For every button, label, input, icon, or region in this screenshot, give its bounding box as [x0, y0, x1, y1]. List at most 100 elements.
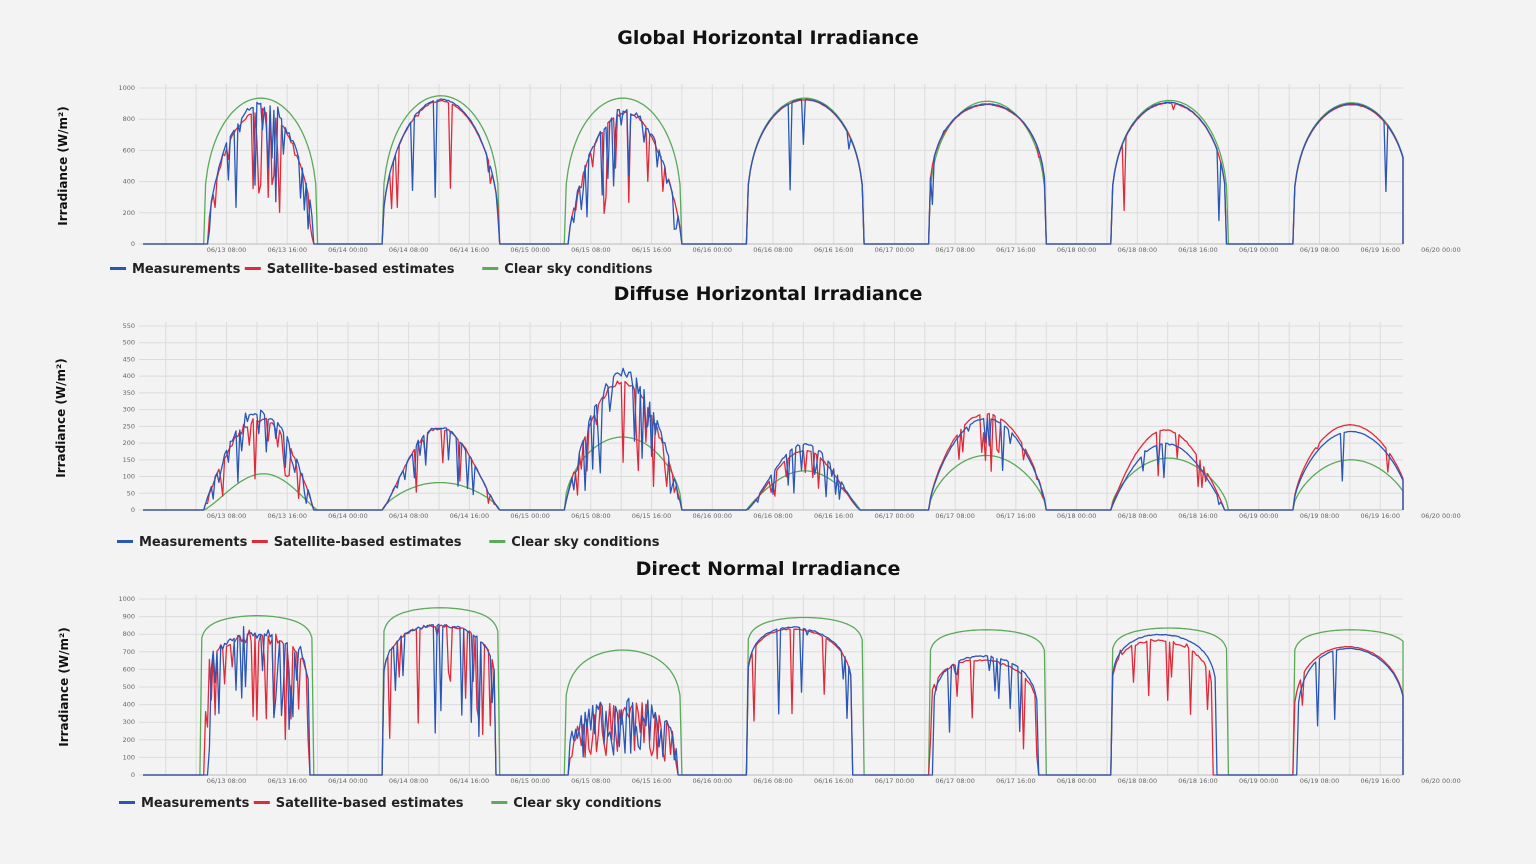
x-tick-label: 06/15 00:00 [510, 246, 550, 254]
y-tick-label: 0 [131, 771, 135, 779]
x-tick-label: 06/15 16:00 [632, 246, 672, 254]
x-tick-label: 06/15 00:00 [510, 777, 550, 785]
y-tick-label: 150 [123, 456, 135, 464]
y-tick-label: 450 [123, 355, 135, 363]
x-tick-label: 06/16 16:00 [814, 246, 854, 254]
chart-3: Direct Normal Irradiance Irradiance (W/m²… [57, 558, 1461, 811]
x-tick-label: 06/18 16:00 [1178, 246, 1218, 254]
x-tick-label: 06/14 08:00 [389, 246, 429, 254]
x-tick-label: 06/20 00:00 [1421, 777, 1461, 785]
x-tick-label: 06/17 00:00 [875, 512, 915, 520]
x-tick-label: 06/19 08:00 [1300, 777, 1340, 785]
x-tick-label: 06/16 16:00 [814, 512, 854, 520]
y-tick-label: 800 [123, 115, 135, 123]
series-line-satellite-based-estimates [143, 380, 1404, 511]
x-tick-label: 06/18 08:00 [1118, 246, 1158, 254]
y-tick-label: 400 [123, 178, 135, 186]
x-tick-label: 06/13 16:00 [267, 777, 307, 785]
x-tick-label: 06/17 08:00 [935, 246, 975, 254]
legend-swatch-measurements [110, 267, 126, 270]
y-tick-label: 600 [123, 146, 135, 154]
x-tick-label: 06/15 16:00 [632, 777, 672, 785]
y-tick-label: 0 [131, 506, 135, 514]
y-tick-label: 100 [123, 753, 135, 761]
y-axis-label: Irradiance (W/m²) [57, 627, 71, 747]
y-tick-label: 1000 [118, 84, 135, 92]
y-tick-label: 800 [123, 630, 135, 638]
x-tick-label: 06/18 08:00 [1118, 512, 1158, 520]
legend-swatch-measurements [117, 540, 133, 543]
legend-swatch-clear-sky-conditions [489, 540, 506, 543]
x-tick-label: 06/14 00:00 [328, 777, 368, 785]
chart-title: Direct Normal Irradiance [636, 558, 901, 580]
y-tick-label: 100 [123, 473, 135, 481]
y-tick-label: 700 [123, 648, 135, 656]
chart-title: Diffuse Horizontal Irradiance [614, 283, 923, 305]
y-tick-label: 300 [123, 406, 135, 414]
x-tick-label: 06/18 08:00 [1118, 777, 1158, 785]
legend-swatch-satellite-based-estimates [253, 801, 270, 804]
legend: Measurements Satellite-based estimates Cle… [110, 262, 653, 277]
x-tick-label: 06/18 00:00 [1057, 512, 1097, 520]
chart-1: Global Horizontal Irradiance Irradiance (… [56, 27, 1461, 277]
x-tick-label: 06/16 00:00 [693, 777, 733, 785]
x-tick-label: 06/16 16:00 [814, 777, 854, 785]
y-tick-label: 200 [123, 439, 135, 447]
legend-label-clear-sky-conditions: Clear sky conditions [504, 262, 652, 277]
x-tick-label: 06/16 08:00 [753, 512, 793, 520]
x-tick-label: 06/13 08:00 [207, 512, 247, 520]
x-tick-label: 06/16 00:00 [693, 512, 733, 520]
x-tick-label: 06/19 16:00 [1360, 246, 1400, 254]
series-line-measurements [143, 98, 1404, 245]
y-tick-label: 300 [123, 718, 135, 726]
x-tick-label: 06/14 00:00 [328, 512, 368, 520]
x-tick-label: 06/19 00:00 [1239, 246, 1279, 254]
y-tick-label: 200 [123, 736, 135, 744]
y-tick-label: 0 [131, 240, 135, 248]
legend-label-satellite-based-estimates: Satellite-based estimates [274, 535, 462, 550]
x-tick-label: 06/18 16:00 [1178, 777, 1218, 785]
x-tick-label: 06/15 16:00 [632, 512, 672, 520]
y-tick-label: 400 [123, 701, 135, 709]
legend: Measurements Satellite-based estimates Cle… [117, 535, 660, 550]
chart-title: Global Horizontal Irradiance [617, 27, 918, 49]
x-tick-label: 06/14 16:00 [450, 512, 490, 520]
x-tick-label: 06/17 00:00 [875, 777, 915, 785]
legend-label-measurements: Measurements [132, 262, 241, 277]
x-tick-label: 06/17 08:00 [935, 512, 975, 520]
y-tick-label: 550 [123, 322, 135, 330]
x-tick-label: 06/15 08:00 [571, 512, 611, 520]
y-tick-label: 500 [123, 683, 135, 691]
x-tick-label: 06/15 00:00 [510, 512, 550, 520]
series-line-clear-sky-conditions [143, 95, 1404, 245]
x-tick-label: 06/18 00:00 [1057, 246, 1097, 254]
y-tick-label: 900 [123, 613, 135, 621]
x-tick-label: 06/19 16:00 [1360, 512, 1400, 520]
y-tick-label: 50 [127, 489, 135, 497]
x-tick-label: 06/17 16:00 [996, 512, 1036, 520]
y-tick-label: 1000 [118, 595, 135, 603]
x-tick-label: 06/19 08:00 [1300, 246, 1340, 254]
x-tick-label: 06/14 16:00 [450, 246, 490, 254]
x-tick-label: 06/17 08:00 [935, 777, 975, 785]
legend-label-clear-sky-conditions: Clear sky conditions [511, 535, 659, 550]
x-tick-label: 06/17 16:00 [996, 777, 1036, 785]
x-tick-label: 06/19 08:00 [1300, 512, 1340, 520]
x-tick-label: 06/17 00:00 [875, 246, 915, 254]
x-tick-label: 06/19 00:00 [1239, 512, 1279, 520]
x-tick-label: 06/13 08:00 [207, 777, 247, 785]
y-tick-label: 500 [123, 339, 135, 347]
x-tick-label: 06/20 00:00 [1421, 512, 1461, 520]
x-tick-label: 06/18 16:00 [1178, 512, 1218, 520]
legend-swatch-satellite-based-estimates [251, 540, 268, 543]
x-tick-label: 06/15 08:00 [571, 777, 611, 785]
x-tick-label: 06/16 00:00 [693, 246, 733, 254]
x-tick-label: 06/15 08:00 [571, 246, 611, 254]
legend-swatch-measurements [119, 801, 135, 804]
x-tick-label: 06/13 16:00 [267, 246, 307, 254]
x-tick-label: 06/13 08:00 [207, 246, 247, 254]
legend-label-measurements: Measurements [141, 796, 250, 811]
y-tick-label: 250 [123, 422, 135, 430]
y-tick-label: 350 [123, 389, 135, 397]
